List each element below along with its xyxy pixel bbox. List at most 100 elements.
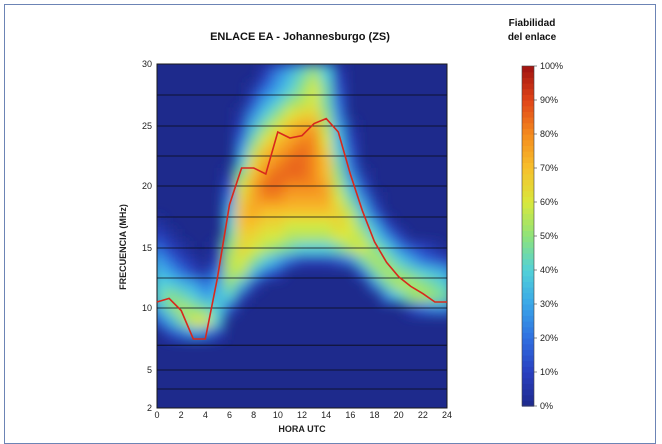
colorbar-segment — [522, 179, 534, 186]
heatmap-cell — [332, 156, 345, 169]
heatmap-cell — [271, 156, 285, 169]
y-tick-label: 30 — [142, 59, 152, 69]
heatmap-cell — [247, 229, 261, 243]
heatmap-cell — [368, 254, 382, 267]
colorbar-segment — [522, 213, 534, 220]
heatmap-cell — [320, 70, 333, 84]
colorbar-segment — [522, 355, 534, 362]
colorbar-tick-label: 30% — [540, 299, 558, 309]
heatmap-cell — [380, 290, 394, 303]
heatmap-cell — [368, 192, 382, 206]
heatmap-cell — [440, 254, 447, 267]
heatmap-cell — [259, 95, 273, 108]
heatmap-cell — [295, 82, 309, 96]
heatmap-cell — [283, 95, 297, 108]
heatmap-cell — [332, 229, 345, 243]
heatmap-cell — [223, 290, 237, 303]
heatmap-cell — [344, 254, 357, 267]
heatmap-cell — [320, 132, 333, 145]
y-tick-label: 20 — [142, 181, 152, 191]
heatmap-cell — [320, 204, 333, 218]
heatmap-cell — [235, 217, 249, 230]
y-tick-label: 2 — [147, 403, 152, 413]
heatmap-cell — [271, 107, 285, 121]
heatmap-cell — [344, 192, 357, 206]
heatmap-cell — [283, 70, 297, 84]
heatmap-cell — [223, 204, 237, 218]
heatmap-cell — [320, 156, 333, 169]
heatmap-cell — [332, 95, 345, 108]
heatmap-cell — [271, 254, 285, 267]
heatmap-cell — [271, 266, 285, 279]
heatmap-cell — [380, 217, 394, 230]
heatmap-cell — [211, 326, 224, 340]
heatmap-cell — [223, 278, 237, 291]
colorbar-segment — [522, 151, 534, 158]
heatmap-cell — [247, 144, 261, 157]
heatmap-cell — [199, 326, 212, 340]
heatmap-cell — [199, 278, 212, 291]
heatmap-cell — [308, 144, 321, 157]
heatmap-cell — [295, 107, 309, 121]
heatmap-cell — [320, 144, 333, 157]
heatmap-cell — [163, 278, 176, 291]
heatmap-cell — [235, 144, 249, 157]
heatmap-cell — [259, 229, 273, 243]
heatmap-cell — [157, 217, 164, 230]
heatmap-cell — [308, 168, 321, 181]
heatmap-cell — [416, 290, 430, 303]
heatmap-cell — [157, 290, 164, 303]
heatmap-cell — [157, 254, 164, 267]
colorbar-segment — [522, 162, 534, 169]
heatmap-cell — [308, 107, 321, 121]
heatmap-cell — [247, 278, 261, 291]
plot-border — [156, 63, 448, 409]
colorbar-segment — [522, 88, 534, 95]
heatmap-cell — [392, 254, 406, 267]
colorbar-segment — [522, 389, 534, 396]
x-tick-label: 2 — [179, 410, 184, 420]
heatmap-cell — [247, 168, 261, 181]
heatmap-cell — [283, 217, 297, 230]
heatmap-cell — [271, 217, 285, 230]
heatmap-cell — [235, 156, 249, 169]
x-tick-label: 4 — [203, 410, 208, 420]
colorbar-tick-label: 20% — [540, 333, 558, 343]
heatmap-cell — [259, 70, 273, 84]
heatmap-cell — [295, 217, 309, 230]
colorbar-segment — [522, 105, 534, 112]
heatmap-cell — [356, 266, 369, 279]
colorbar-tick-label: 0% — [540, 401, 553, 411]
muf-series-line — [156, 117, 447, 340]
heatmap-cell — [157, 314, 164, 328]
heatmap-cell — [283, 192, 297, 206]
heatmap-cell — [416, 278, 430, 291]
heatmap-cell — [247, 107, 261, 121]
heatmap-cell — [295, 168, 309, 181]
heatmap-cell — [235, 192, 249, 206]
heatmap-cell — [163, 314, 176, 328]
heatmap-cell — [295, 132, 309, 145]
heatmap-cell — [308, 204, 321, 218]
heatmap-cell — [187, 266, 200, 279]
heatmap-cell — [308, 82, 321, 96]
heatmap-cell — [308, 70, 321, 84]
x-tick-label: 14 — [321, 410, 331, 420]
heatmap-cell — [175, 254, 188, 267]
heatmap-cell — [320, 64, 333, 71]
colorbar-segment — [522, 360, 534, 367]
heatmap-cell — [283, 107, 297, 121]
x-tick-label: 22 — [418, 410, 428, 420]
heatmap-cell — [332, 204, 345, 218]
heatmap-cell — [283, 144, 297, 157]
heatmap-cell — [283, 64, 297, 71]
heatmap-cell — [404, 290, 418, 303]
heatmap-cell — [416, 266, 430, 279]
heatmap-cell — [295, 144, 309, 157]
heatmap-cell — [380, 266, 394, 279]
colorbar-title-line1: Fiabilidad — [509, 18, 556, 29]
heatmap-cell — [259, 254, 273, 267]
heatmap-cell — [247, 266, 261, 279]
colorbar-tick-label: 80% — [540, 129, 558, 139]
heatmap-cell — [187, 278, 200, 291]
